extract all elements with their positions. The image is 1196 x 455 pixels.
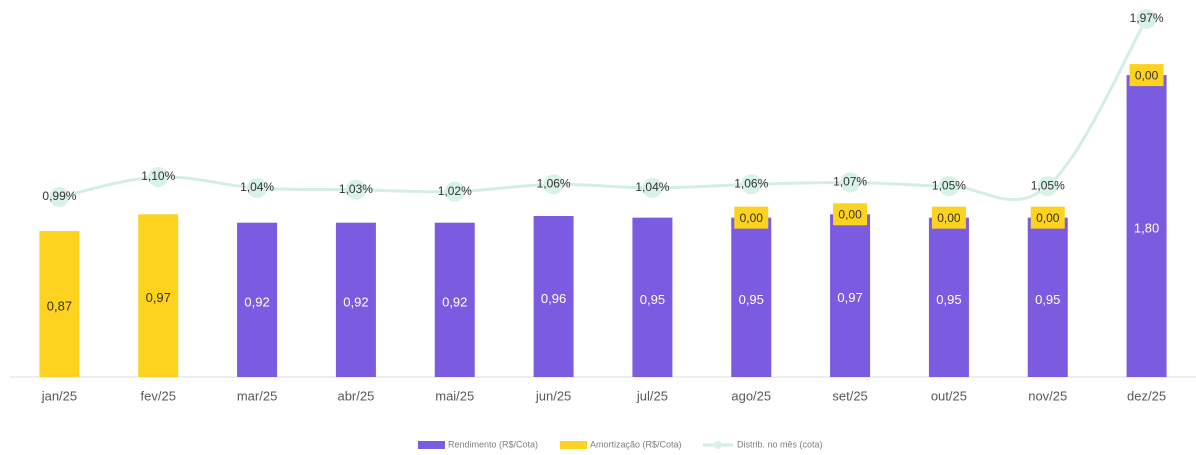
line-label: 1,10%	[141, 169, 175, 183]
value-label-box	[833, 203, 868, 226]
line-marker	[938, 176, 959, 197]
legend-swatch	[418, 441, 445, 449]
x-tick-label: mar/25	[237, 388, 277, 403]
bar	[830, 214, 871, 377]
value-label: 0,96	[541, 291, 566, 306]
value-label: 0,92	[442, 294, 467, 309]
line-marker	[1037, 176, 1058, 197]
x-tick-label: jul/25	[636, 388, 668, 403]
value-label: 0,92	[244, 294, 269, 309]
value-label-box	[931, 206, 966, 229]
line-label: 1,06%	[537, 176, 571, 190]
bar	[434, 222, 475, 377]
line-marker	[543, 174, 564, 195]
legend-label: Rendimento (R$/Cota)	[448, 439, 538, 449]
value-label: 1,80	[1134, 220, 1159, 235]
line-marker	[49, 187, 70, 208]
x-tick-label: jun/25	[535, 388, 571, 403]
bar	[39, 231, 80, 377]
value-label: 0,00	[1135, 68, 1159, 82]
value-label: 0,97	[146, 290, 171, 305]
line-marker	[741, 174, 762, 195]
value-label: 0,00	[1036, 211, 1060, 225]
value-label: 0,95	[936, 292, 961, 307]
value-label: 0,00	[937, 211, 961, 225]
legend-label: Distrib. no mês (cota)	[737, 439, 823, 449]
x-tick-label: nov/25	[1028, 388, 1067, 403]
value-label: 0,95	[739, 292, 764, 307]
x-tick-label: fev/25	[141, 388, 176, 403]
x-tick-label: mai/25	[435, 388, 474, 403]
line-marker	[247, 177, 268, 198]
value-label: 0,00	[740, 211, 764, 225]
value-label-box	[734, 206, 769, 229]
line-marker	[1136, 8, 1157, 29]
x-tick-label: jan/25	[41, 388, 77, 403]
line	[59, 18, 1148, 202]
legend-swatch	[560, 441, 587, 449]
line-label: 1,03%	[339, 182, 373, 196]
bar	[335, 222, 376, 377]
line-marker	[148, 167, 169, 188]
value-label: 0,95	[1035, 292, 1060, 307]
x-tick-label: ago/25	[731, 388, 771, 403]
bar	[138, 214, 179, 377]
bar	[1126, 75, 1167, 377]
line-label: 1,05%	[1031, 178, 1065, 192]
value-label: 0,97	[837, 290, 862, 305]
line-label: 1,02%	[438, 184, 472, 198]
x-tick-label: dez/25	[1127, 388, 1166, 403]
bar	[1027, 217, 1068, 377]
bar	[632, 217, 673, 377]
legend-marker	[714, 441, 722, 449]
line-label: 1,06%	[734, 176, 768, 190]
line-label: 1,04%	[635, 180, 669, 194]
line-label: 1,97%	[1130, 11, 1164, 25]
line-label: 1,07%	[833, 175, 867, 189]
line-label: 1,04%	[240, 180, 274, 194]
line-marker	[840, 172, 861, 193]
bar	[731, 217, 772, 377]
value-label: 0,87	[47, 298, 72, 313]
legend-label: Amortização (R$/Cota)	[590, 439, 682, 449]
line-marker	[444, 181, 465, 202]
bar	[928, 217, 969, 377]
line-label: 0,99%	[42, 189, 76, 203]
line-marker	[345, 179, 366, 200]
x-tick-label: abr/25	[337, 388, 374, 403]
bar	[237, 222, 278, 377]
line-marker	[642, 177, 663, 198]
x-tick-label: set/25	[832, 388, 867, 403]
value-label: 0,00	[838, 207, 862, 221]
value-label-box	[1030, 206, 1065, 229]
bar	[533, 215, 574, 377]
x-tick-label: out/25	[931, 388, 967, 403]
value-label-box	[1129, 64, 1164, 87]
value-label: 0,95	[640, 292, 665, 307]
value-label: 0,92	[343, 294, 368, 309]
line-label: 1,05%	[932, 178, 966, 192]
